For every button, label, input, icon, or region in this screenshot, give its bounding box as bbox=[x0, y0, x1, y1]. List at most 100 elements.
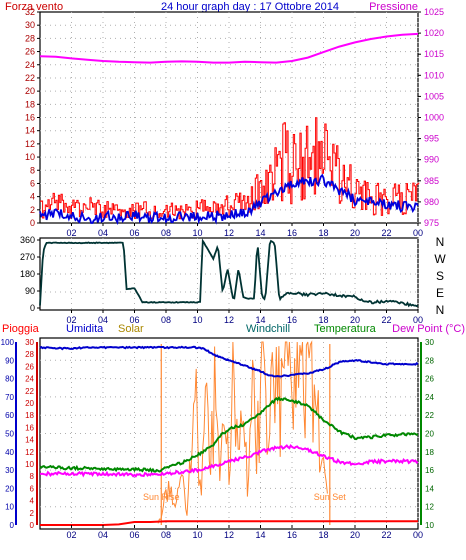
x-tick-label: 22 bbox=[381, 530, 391, 540]
x-tick-label: 10 bbox=[192, 228, 202, 238]
compass-label: W bbox=[434, 252, 446, 266]
wind-y-tick-label: 2 bbox=[30, 205, 35, 215]
wind-y-tick-label: 8 bbox=[30, 165, 35, 175]
pressure-line bbox=[39, 32, 419, 64]
wind-y-tick-label: 16 bbox=[25, 113, 35, 123]
x-tick-label: 00 bbox=[413, 315, 423, 325]
x-tick-label: 14 bbox=[255, 228, 265, 238]
temperature-y-tick-label: 10 bbox=[425, 521, 434, 530]
x-tick-label: 12 bbox=[224, 530, 234, 540]
compass-label: N bbox=[436, 303, 445, 317]
temperature-panel: Pioggia Umidita Solar Windchill Temperat… bbox=[1, 323, 465, 540]
solar-legend: Solar bbox=[118, 323, 144, 335]
wind-y-tick-label: 30 bbox=[25, 20, 35, 30]
humidity-y-tick-label: 80 bbox=[5, 375, 14, 384]
rain-y-tick-label: 6 bbox=[30, 484, 35, 493]
compass-label: E bbox=[436, 286, 444, 300]
pressure-y-tick-label: 990 bbox=[424, 155, 439, 165]
x-tick-label: 14 bbox=[255, 530, 265, 540]
x-tick-label: 12 bbox=[224, 228, 234, 238]
x-tick-label: 14 bbox=[255, 315, 265, 325]
rain-y-tick-label: 30 bbox=[25, 338, 34, 347]
dewpoint-line bbox=[40, 443, 419, 478]
wind-y-tick-label: 20 bbox=[25, 86, 35, 96]
x-tick-label: 06 bbox=[129, 530, 139, 540]
humidity-y-tick-label: 30 bbox=[5, 466, 14, 475]
wind-series bbox=[39, 32, 420, 226]
x-tick-label: 02 bbox=[66, 530, 76, 540]
rain-y-tick-label: 16 bbox=[25, 423, 34, 432]
humidity-y-tick-label: 10 bbox=[5, 503, 14, 512]
temperature-series: Sun Rise Sun Set bbox=[39, 340, 419, 526]
temperature-y-tick-label: 16 bbox=[425, 466, 434, 475]
x-tick-label: 02 bbox=[66, 228, 76, 238]
wind-y-tick-label: 14 bbox=[25, 126, 35, 136]
temperature-axes: 0102030405060708090100024681012141618202… bbox=[1, 338, 435, 540]
pressure-y-tick-label: 1000 bbox=[424, 113, 444, 123]
temperature-y-tick-label: 24 bbox=[425, 393, 434, 402]
x-tick-label: 16 bbox=[287, 228, 297, 238]
rain-y-tick-label: 10 bbox=[25, 460, 34, 469]
sun-marker-label: Sun Rise bbox=[143, 492, 180, 502]
chart-title: 24 hour graph day : 17 Ottobre 2014 bbox=[161, 1, 339, 13]
wind-y-tick-label: 18 bbox=[25, 99, 35, 109]
direction-y-tick-label: 180 bbox=[20, 269, 35, 279]
rain-y-tick-label: 20 bbox=[25, 399, 34, 408]
rain-y-tick-label: 28 bbox=[25, 350, 34, 359]
humidity-y-tick-label: 0 bbox=[10, 521, 15, 530]
temperature-y-tick-label: 22 bbox=[425, 411, 434, 420]
pressure-y-tick-label: 980 bbox=[424, 197, 439, 207]
humidity-line bbox=[39, 345, 419, 378]
temperature-y-tick-label: 20 bbox=[425, 430, 434, 439]
windchill-legend: Windchill bbox=[246, 323, 290, 335]
sun-marker-label: Sun Set bbox=[314, 492, 347, 502]
wind-axes: 0246810121416182022242628303297598098599… bbox=[25, 7, 444, 238]
pressure-y-tick-label: 995 bbox=[424, 134, 439, 144]
pressure-y-tick-label: 985 bbox=[424, 176, 439, 186]
x-tick-label: 22 bbox=[381, 315, 391, 325]
pressure-y-tick-label: 1005 bbox=[424, 91, 444, 101]
direction-y-tick-label: 270 bbox=[20, 252, 35, 262]
temperature-line bbox=[39, 396, 419, 473]
rain-line bbox=[40, 520, 418, 526]
x-tick-label: 08 bbox=[161, 315, 171, 325]
wind-line bbox=[39, 173, 419, 226]
x-tick-label: 02 bbox=[66, 315, 76, 325]
humidity-y-tick-label: 60 bbox=[5, 411, 14, 420]
x-tick-label: 16 bbox=[287, 530, 297, 540]
wind-y-tick-label: 32 bbox=[25, 7, 35, 17]
rain-y-tick-label: 14 bbox=[25, 436, 34, 445]
wind-y-tick-label: 6 bbox=[30, 178, 35, 188]
pressure-y-tick-label: 1010 bbox=[424, 70, 444, 80]
x-tick-label: 10 bbox=[192, 530, 202, 540]
direction-grid bbox=[40, 238, 419, 310]
wind-y-tick-label: 0 bbox=[30, 218, 35, 228]
x-tick-label: 18 bbox=[318, 530, 328, 540]
x-tick-label: 20 bbox=[350, 315, 360, 325]
rain-y-tick-label: 26 bbox=[25, 362, 34, 371]
rain-y-tick-label: 4 bbox=[30, 497, 35, 506]
temperature-y-tick-label: 26 bbox=[425, 375, 434, 384]
x-tick-label: 06 bbox=[129, 315, 139, 325]
x-tick-label: 22 bbox=[381, 228, 391, 238]
x-tick-label: 08 bbox=[161, 530, 171, 540]
direction-y-tick-label: 0 bbox=[30, 303, 35, 313]
pressure-y-tick-label: 1015 bbox=[424, 49, 444, 59]
x-tick-label: 04 bbox=[98, 315, 108, 325]
direction-y-tick-label: 360 bbox=[20, 235, 35, 245]
pressure-y-tick-label: 975 bbox=[424, 218, 439, 228]
direction-line bbox=[39, 238, 419, 308]
humidity-y-tick-label: 90 bbox=[5, 356, 14, 365]
x-tick-label: 00 bbox=[413, 530, 423, 540]
pressure-axis-title: Pressione bbox=[369, 1, 418, 13]
temperature-legend: Temperatura bbox=[314, 323, 377, 335]
x-tick-label: 04 bbox=[98, 228, 108, 238]
temperature-y-tick-label: 18 bbox=[425, 448, 434, 457]
humidity-y-tick-label: 20 bbox=[5, 484, 14, 493]
pressure-y-tick-label: 1025 bbox=[424, 7, 444, 17]
temperature-y-tick-label: 12 bbox=[425, 503, 434, 512]
humidity-y-tick-label: 40 bbox=[5, 448, 14, 457]
